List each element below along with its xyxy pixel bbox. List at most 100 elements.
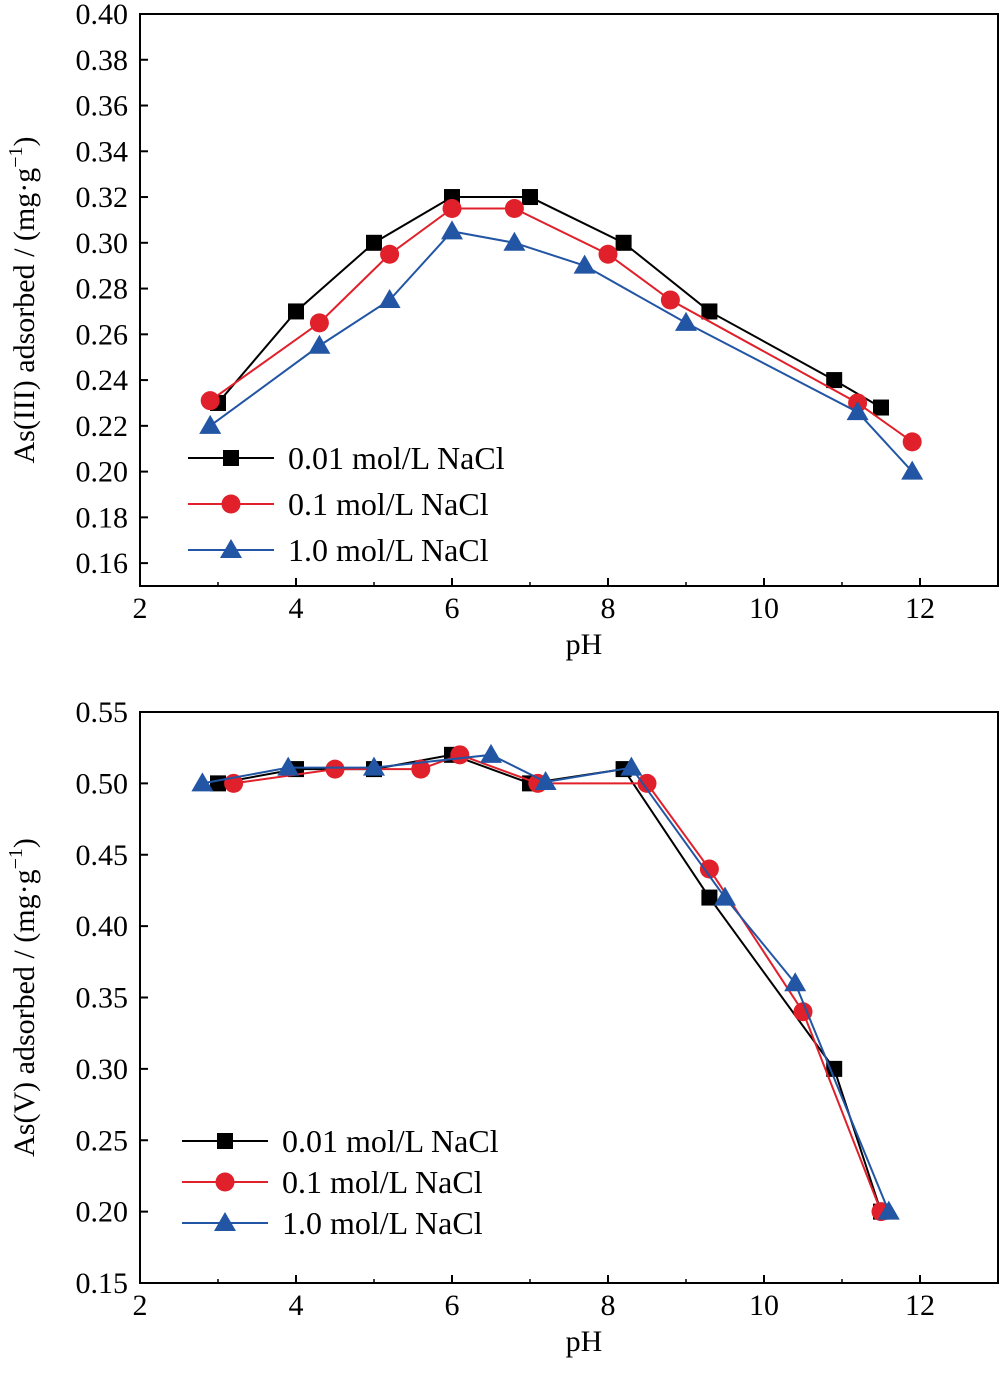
legend-label: 0.01 mol/L NaCl (288, 440, 505, 476)
data-point (504, 198, 524, 218)
legend-label: 1.0 mol/L NaCl (288, 532, 489, 568)
y-tick-label: 0.40 (76, 910, 129, 943)
chart-as-v: 2 4 6 8 10 12 0.15 0.20 0.25 0.30 0.35 0.40 0.45 0.50… (5, 696, 999, 1358)
data-point (480, 743, 502, 763)
data-point (573, 254, 596, 274)
legend-marker (214, 1212, 236, 1231)
y-tick-label: 0.55 (76, 696, 129, 729)
data-point (199, 414, 222, 434)
x-tick-label: 2 (133, 1289, 148, 1322)
y-tick-label: 0.40 (76, 0, 129, 31)
data-point (699, 859, 719, 879)
x-tick-label: 6 (445, 592, 460, 625)
data-point (660, 290, 680, 310)
y-tick-label: 0.35 (76, 982, 129, 1015)
y-tick-label: 0.28 (76, 273, 129, 306)
x-axis-label: pH (566, 628, 603, 661)
x-tick-label: 8 (601, 1289, 616, 1322)
data-point (378, 289, 401, 308)
legend-label: 1.0 mol/L NaCl (282, 1205, 483, 1241)
data-point (902, 432, 922, 452)
plot-frame (139, 711, 999, 1284)
data-point (826, 1060, 843, 1077)
legend-label: 0.01 mol/L NaCl (282, 1123, 499, 1159)
y-tick-label: 0.20 (76, 456, 129, 489)
data-point (877, 1200, 900, 1220)
y-tick-label: 0.45 (76, 839, 129, 872)
data-point (701, 303, 718, 320)
y-tick-label: 0.18 (76, 501, 129, 534)
series-line (217, 196, 882, 409)
y-tick-label: 0.32 (76, 181, 129, 214)
legend: 0.01 mol/L NaCl 0.1 mol/L NaCl 1.0 mol/L N… (188, 440, 505, 568)
series-2 (200, 198, 922, 452)
x-tick-label: 4 (289, 1289, 304, 1322)
y-tick-label: 0.20 (76, 1196, 129, 1229)
y-tick-label: 0.30 (76, 1053, 129, 1086)
y-tick-label: 0.24 (76, 364, 129, 397)
data-point (615, 234, 632, 251)
data-point (793, 1002, 813, 1022)
x-tick-label: 6 (445, 1289, 460, 1322)
x-tick-label: 8 (601, 592, 616, 625)
x-tick-label: 4 (289, 592, 304, 625)
data-point (503, 231, 526, 251)
legend-marker (220, 539, 242, 558)
data-point (210, 775, 226, 792)
data-point (873, 399, 889, 416)
data-point (441, 220, 463, 240)
legend-marker (223, 450, 239, 466)
plot-frame (139, 13, 999, 587)
data-point (846, 401, 869, 421)
legend-label: 0.1 mol/L NaCl (288, 486, 489, 522)
data-point (901, 460, 924, 480)
x-tick-label: 10 (749, 592, 779, 625)
y-tick-label: 0.26 (76, 318, 129, 351)
data-point (308, 334, 331, 354)
y-tick-label: 0.34 (76, 135, 129, 168)
data-point (200, 391, 220, 411)
data-point (363, 756, 385, 776)
data-point (701, 889, 718, 906)
data-point (637, 773, 657, 793)
data-point (784, 972, 807, 992)
data-point (714, 886, 736, 906)
y-tick-label: 0.25 (76, 1124, 129, 1157)
y-tick-label: 0.30 (76, 227, 129, 260)
chart-as-iii: 2 4 6 8 10 12 0.16 0.18 0.20 0.22 0.24 0.26 0.28 0.30… (5, 0, 999, 661)
y-axis-label: As(III) adsorbed / (mg·g−1) (5, 136, 41, 463)
x-axis-label: pH (566, 1325, 603, 1358)
y-tick-label: 0.16 (76, 547, 129, 580)
data-point (522, 189, 538, 206)
y-tick-label: 0.22 (76, 410, 129, 443)
data-point (191, 772, 214, 792)
data-point (450, 745, 470, 765)
data-point (366, 234, 382, 251)
y-tick-label: 0.36 (76, 90, 129, 123)
legend-marker (217, 1133, 233, 1149)
y-tick-label: 0.50 (76, 767, 129, 800)
legend-marker (215, 1172, 235, 1192)
data-point (826, 372, 843, 389)
y-tick-label: 0.38 (76, 44, 129, 77)
data-point (411, 759, 431, 779)
y-tick-label: 0.15 (76, 1267, 129, 1300)
data-point (675, 311, 697, 331)
data-point (534, 770, 557, 790)
x-tick-label: 10 (749, 1289, 779, 1322)
x-tick-label: 12 (905, 592, 935, 625)
legend: 0.01 mol/L NaCl 0.1 mol/L NaCl 1.0 mol/L N… (182, 1123, 499, 1241)
data-point (598, 244, 618, 264)
series-3 (199, 220, 924, 480)
data-point (309, 313, 329, 333)
data-point (325, 759, 345, 779)
x-tick-label: 2 (133, 592, 148, 625)
series-3 (191, 743, 900, 1220)
y-axis-label: As(V) adsorbed / (mg·g−1) (5, 838, 41, 1157)
data-point (288, 303, 304, 320)
x-tick-label: 12 (905, 1289, 935, 1322)
data-point (442, 198, 462, 218)
legend-marker (221, 494, 241, 514)
legend-label: 0.1 mol/L NaCl (282, 1164, 483, 1200)
data-point (277, 756, 300, 776)
